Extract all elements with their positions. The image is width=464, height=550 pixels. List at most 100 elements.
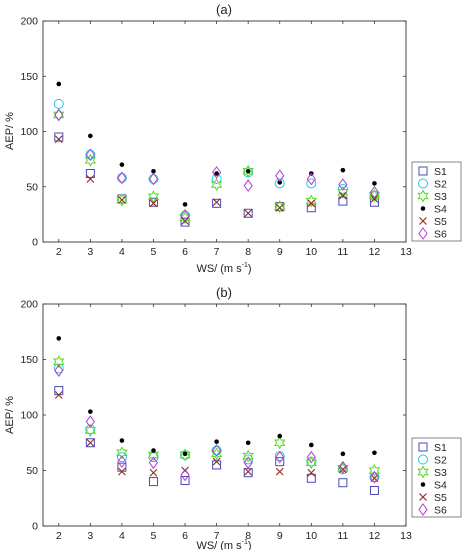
x-axis-label: WS/ (m s-1) xyxy=(196,539,251,550)
data-point xyxy=(54,108,64,122)
legend-label: S4 xyxy=(434,203,447,215)
data-point xyxy=(53,98,64,109)
data-point xyxy=(277,180,283,185)
data-point xyxy=(54,132,64,142)
y-tick-label: 150 xyxy=(20,71,38,83)
legend-marker xyxy=(417,465,429,479)
data-point xyxy=(372,181,377,186)
data-point xyxy=(370,474,379,483)
data-point xyxy=(306,178,317,189)
y-axis-label: AEP/ % xyxy=(4,112,16,150)
data-point xyxy=(116,193,128,207)
plot-area xyxy=(42,20,407,243)
data-point xyxy=(56,336,62,341)
legend-marker xyxy=(420,482,426,487)
data-point xyxy=(117,194,127,204)
series-S5 xyxy=(54,135,379,225)
data-point xyxy=(53,108,65,122)
chart-title: (a) xyxy=(216,2,232,17)
data-point xyxy=(309,442,314,448)
x-tick-label: 8 xyxy=(245,246,251,258)
y-tick-label: 50 xyxy=(26,181,38,193)
series-S4 xyxy=(56,81,377,207)
x-tick-label: 7 xyxy=(214,530,220,542)
data-point xyxy=(275,203,284,212)
x-axis-label: WS/ (m s-1) xyxy=(196,262,251,275)
data-point xyxy=(244,467,253,476)
legend-marker xyxy=(420,206,426,211)
x-tick-label: 6 xyxy=(182,246,188,258)
data-point xyxy=(116,446,128,460)
series-S6 xyxy=(54,108,380,222)
legend-label: S2 xyxy=(434,454,447,466)
data-point xyxy=(119,162,125,167)
data-point xyxy=(54,364,64,377)
data-point xyxy=(214,171,219,176)
data-point xyxy=(338,178,348,191)
data-point xyxy=(148,172,159,186)
legend-label: S3 xyxy=(434,191,447,203)
data-point xyxy=(85,148,95,162)
data-point xyxy=(275,169,285,183)
legend-label: S2 xyxy=(434,178,447,190)
x-tick-label: 3 xyxy=(87,530,93,542)
legend-label: S1 xyxy=(434,166,447,178)
legend-marker xyxy=(418,503,428,516)
x-tick-label: 4 xyxy=(119,246,125,258)
data-point xyxy=(340,167,346,173)
data-point xyxy=(337,185,349,199)
legend-marker xyxy=(419,217,427,225)
legend-label: S3 xyxy=(434,467,447,479)
x-tick-label: 12 xyxy=(369,246,381,258)
data-point xyxy=(54,135,63,144)
data-point xyxy=(275,450,285,464)
data-point xyxy=(370,195,379,203)
y-axis-label: AEP/ % xyxy=(4,396,16,434)
data-point xyxy=(84,423,97,438)
data-point xyxy=(151,168,156,174)
legend-marker xyxy=(417,189,429,203)
legend-label: S6 xyxy=(434,504,447,516)
data-point xyxy=(369,470,380,484)
data-point xyxy=(86,438,95,447)
y-tick-label: 50 xyxy=(26,465,38,477)
data-point xyxy=(180,475,190,485)
data-point xyxy=(148,174,159,185)
data-point xyxy=(116,452,127,463)
x-tick-label: 9 xyxy=(277,530,283,542)
data-point xyxy=(85,415,95,429)
x-tick-label: 13 xyxy=(400,246,412,258)
data-point xyxy=(338,478,348,488)
y-tick-label: 200 xyxy=(20,16,38,28)
data-point xyxy=(180,468,190,482)
data-point xyxy=(243,468,253,478)
data-point xyxy=(210,447,223,461)
data-point xyxy=(212,198,222,208)
legend-marker xyxy=(418,166,428,176)
data-point xyxy=(369,485,379,495)
data-point xyxy=(151,448,156,453)
data-point xyxy=(337,461,349,475)
data-point xyxy=(119,438,125,443)
data-point xyxy=(56,81,62,87)
data-point xyxy=(307,468,316,477)
y-tick-label: 0 xyxy=(32,237,38,249)
data-point xyxy=(212,457,221,466)
data-point xyxy=(244,209,253,218)
x-tick-label: 3 xyxy=(87,246,93,258)
series-S3 xyxy=(53,355,381,478)
data-point xyxy=(338,465,347,474)
data-point xyxy=(147,448,160,462)
y-tick-label: 0 xyxy=(32,521,38,533)
data-point xyxy=(212,198,221,207)
data-point xyxy=(211,444,222,457)
data-point xyxy=(245,168,251,174)
data-point xyxy=(274,200,286,214)
data-point xyxy=(179,448,191,462)
data-point xyxy=(274,436,286,450)
data-point xyxy=(149,199,158,208)
